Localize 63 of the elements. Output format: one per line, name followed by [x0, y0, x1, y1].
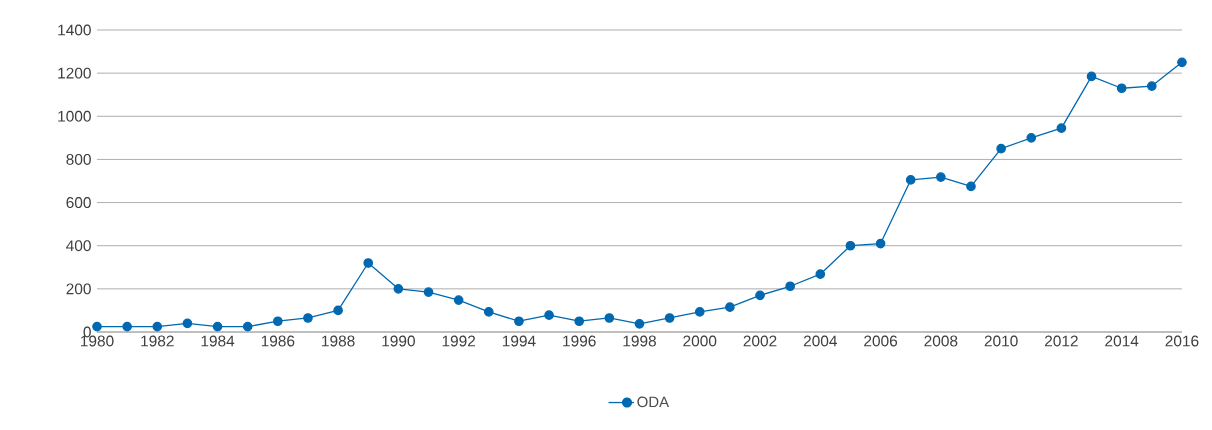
y-tick-label: 600	[66, 197, 91, 209]
point	[92, 321, 102, 332]
point	[242, 321, 253, 332]
x-tick-label: 2006	[864, 335, 898, 347]
x-tick-label: 1982	[141, 335, 174, 347]
x-tick-label: 1984	[201, 335, 235, 347]
point	[423, 287, 434, 297]
y-tick-label: 400	[66, 240, 91, 252]
x-tick-label: 1994	[502, 335, 536, 347]
x-tick-label: 1992	[442, 335, 476, 347]
point	[1086, 71, 1097, 82]
point	[152, 321, 163, 332]
point	[393, 284, 404, 294]
y-tick-label: 800	[66, 153, 91, 165]
point	[845, 240, 856, 251]
point	[453, 295, 464, 305]
x-tick-label: 2012	[1045, 335, 1078, 347]
point	[785, 281, 795, 292]
y-tick-label: 1200	[58, 67, 91, 79]
point	[272, 316, 283, 327]
y-tick-label: 1000	[58, 110, 91, 122]
point	[694, 307, 705, 317]
x-tick-label: 2000	[683, 335, 717, 347]
x-tick-label: 1996	[563, 335, 596, 347]
y-tick-label: 200	[66, 283, 91, 295]
point	[815, 269, 826, 280]
x-tick-label: 2002	[743, 335, 777, 347]
point	[936, 172, 946, 182]
x-tick-label: 2014	[1105, 335, 1139, 347]
x-tick-label: 1986	[261, 335, 295, 347]
point	[1116, 83, 1127, 94]
x-tick-label: 2004	[803, 335, 838, 347]
legend-label: ODA	[637, 396, 670, 408]
point	[574, 316, 585, 327]
point	[634, 318, 645, 329]
point	[1056, 123, 1067, 133]
point	[182, 318, 193, 329]
point	[725, 302, 735, 313]
point	[483, 307, 494, 317]
point	[966, 181, 976, 192]
x-tick-label: 1998	[623, 335, 656, 347]
point	[604, 313, 615, 323]
point	[212, 321, 223, 332]
point	[875, 238, 886, 249]
x-tick-label: 2010	[984, 335, 1018, 347]
point	[755, 290, 765, 301]
point	[664, 313, 675, 323]
point	[905, 175, 916, 185]
point	[1177, 57, 1187, 68]
point	[1146, 81, 1157, 91]
point	[303, 313, 313, 323]
point	[1026, 133, 1037, 143]
point	[544, 310, 554, 321]
point	[363, 258, 374, 268]
x-tick-label: 2008	[924, 335, 958, 347]
y-tick-label: 1400	[58, 24, 91, 36]
point	[514, 316, 524, 327]
x-tick-label: 1988	[322, 335, 355, 347]
x-tick-label: 1990	[382, 335, 415, 347]
point	[333, 305, 343, 316]
x-tick-label: 2016	[1165, 335, 1199, 347]
point	[122, 321, 132, 332]
point	[996, 143, 1006, 154]
